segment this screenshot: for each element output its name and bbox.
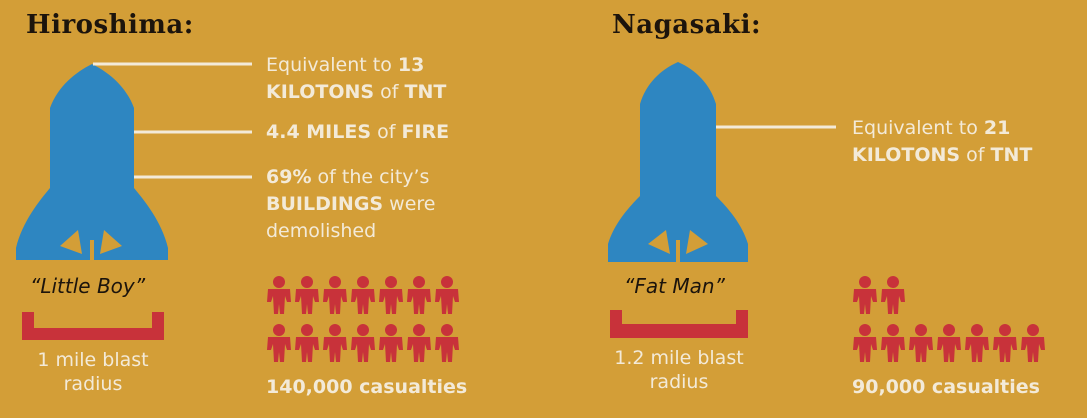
- person-icon: [379, 324, 403, 362]
- fat-man-bomb-icon: [608, 62, 748, 262]
- person-icon: [267, 276, 291, 314]
- nagasaki-fact-yield: Equivalent to 21 KILOTONS of TNT: [852, 117, 1033, 166]
- hiroshima-title: Hiroshima:: [26, 10, 194, 40]
- nagasaki-blast-radius: 1.2 mile blast radius: [614, 347, 744, 393]
- person-icon: [323, 324, 347, 362]
- hiroshima-fact-yield: Equivalent to 13 KILOTONS of TNT: [266, 54, 447, 103]
- person-icon: [853, 324, 877, 362]
- person-icon: [435, 324, 459, 362]
- hiroshima-fact-fire: 4.4 MILES of FIRE: [266, 121, 450, 143]
- person-icon: [909, 324, 933, 362]
- person-icon: [993, 324, 1017, 362]
- nagasaki-nickname: “Fat Man”: [624, 274, 725, 298]
- person-icon: [267, 324, 291, 362]
- little-boy-bomb-icon: [16, 64, 168, 260]
- person-icon: [435, 276, 459, 314]
- person-icon: [351, 324, 375, 362]
- hiroshima-casualty-figures: [267, 276, 459, 362]
- person-icon: [881, 276, 905, 314]
- person-icon: [351, 276, 375, 314]
- person-icon: [323, 276, 347, 314]
- hiroshima-blast-radius: 1 mile blast radius: [37, 349, 149, 395]
- person-icon: [407, 276, 431, 314]
- person-icon: [965, 324, 989, 362]
- person-icon: [881, 324, 905, 362]
- hiroshima-fact-buildings: 69% of the city’s BUILDINGS were demolis…: [266, 166, 436, 242]
- nagasaki-blast-radius-icon: [610, 310, 748, 338]
- person-icon: [295, 324, 319, 362]
- person-icon: [295, 276, 319, 314]
- person-icon: [1021, 324, 1045, 362]
- hiroshima-blast-radius-icon: [22, 312, 164, 340]
- nagasaki-title: Nagasaki:: [612, 10, 762, 40]
- hiroshima-casualties: 140,000 casualties: [266, 376, 468, 398]
- hiroshima-nickname: “Little Boy”: [30, 274, 146, 298]
- person-icon: [379, 276, 403, 314]
- nagasaki-casualties: 90,000 casualties: [852, 376, 1040, 398]
- person-icon: [407, 324, 431, 362]
- person-icon: [937, 324, 961, 362]
- person-icon: [853, 276, 877, 314]
- nagasaki-casualty-figures: [853, 276, 1045, 362]
- hiroshima-leader-lines: [93, 62, 252, 179]
